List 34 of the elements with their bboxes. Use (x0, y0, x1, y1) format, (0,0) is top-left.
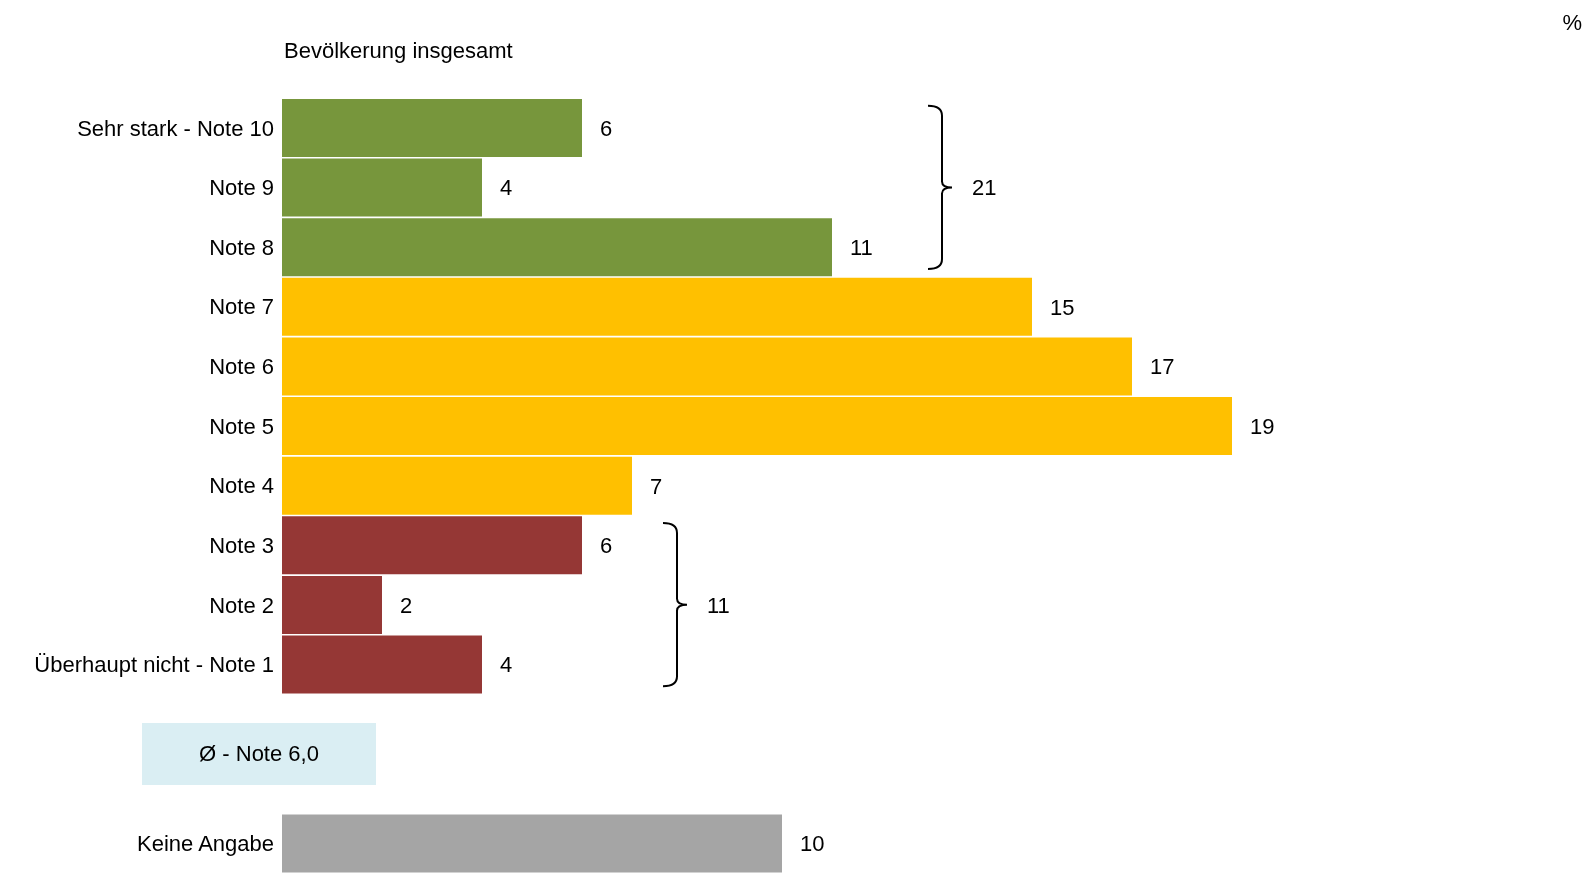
bar (282, 397, 1232, 456)
y-tick-label: Note 8 (209, 234, 274, 260)
data-label: 15 (1050, 294, 1075, 320)
y-tick-label: Note 7 (209, 294, 274, 320)
data-label: 17 (1150, 354, 1175, 380)
data-label: 4 (500, 652, 513, 678)
data-label: 6 (600, 533, 613, 559)
data-label: 6 (600, 115, 613, 141)
bar (282, 635, 482, 694)
annotation: 11 (707, 592, 730, 618)
bar (282, 516, 582, 575)
y-tick-label: Note 6 (209, 354, 274, 380)
bar (282, 99, 582, 157)
data-label: 10 (800, 831, 825, 857)
y-tick-label: Überhaupt nicht - Note 1 (34, 652, 274, 678)
y-tick-label: Note 3 (209, 532, 274, 558)
bar (282, 456, 632, 515)
y-tick-label: Sehr stark - Note 10 (77, 115, 274, 141)
y-tick-label: Note 4 (209, 473, 274, 499)
y-tick-label: Keine Angabe (136, 831, 274, 856)
data-label: 19 (1250, 413, 1275, 439)
bar (282, 575, 382, 634)
data-label: 11 (850, 235, 873, 261)
note-box: Ø - Note 6,0 (142, 722, 376, 785)
y-tick-label: Note 9 (209, 175, 274, 201)
y-tick-label: Note 2 (209, 592, 274, 618)
bar (282, 814, 782, 873)
annotation: 21 (972, 175, 997, 201)
data-label: 7 (650, 473, 663, 499)
data-label: 4 (500, 175, 513, 201)
y-tick-label: Note 5 (209, 413, 274, 439)
data-label: 2 (400, 592, 413, 618)
text: % (1562, 10, 1582, 36)
chart-title: Bevölkerung insgesamt (284, 38, 513, 64)
